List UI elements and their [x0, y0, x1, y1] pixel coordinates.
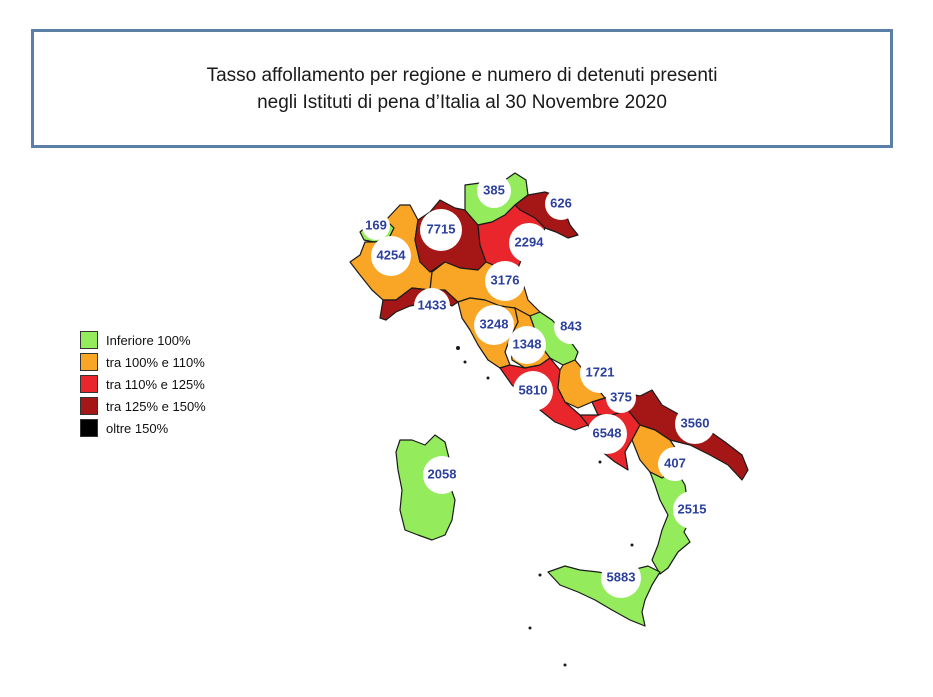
island-dot: [630, 543, 634, 547]
bubble-calabria: 2515: [673, 491, 711, 529]
bubble-umbria: 1348: [508, 326, 546, 364]
legend-label: Inferiore 100%: [106, 332, 191, 348]
bubble-value: 2294: [515, 234, 545, 249]
legend-label: tra 125% e 150%: [106, 398, 206, 414]
bubble-toscana: 3248: [474, 305, 514, 345]
bubble-value: 2515: [678, 501, 707, 516]
island-dot: [598, 460, 602, 464]
bubble-marche: 843: [554, 310, 588, 344]
bubble-value: 375: [610, 389, 632, 404]
island-dot: [486, 376, 490, 380]
bubble-sicilia: 5883: [601, 558, 641, 598]
bubble-value: 1721: [586, 364, 615, 379]
legend-swatch: [80, 397, 98, 415]
bubble-value: 1433: [418, 297, 447, 312]
bubble-lazio: 5810: [513, 371, 553, 411]
bubble-liguria: 1433: [414, 288, 450, 324]
bubble-sardegna: 2058: [423, 456, 461, 494]
legend-swatch: [80, 375, 98, 393]
bubble-emilia-romagna: 3176: [485, 261, 525, 301]
legend-label: oltre 150%: [106, 420, 169, 436]
island-dot: [463, 360, 467, 364]
bubble-trentino-alto-adige: 385: [477, 174, 511, 208]
bubble-value: 3176: [491, 272, 520, 287]
bubble-value: 5810: [519, 382, 548, 397]
bubble-value: 4254: [377, 247, 407, 262]
legend: Inferiore 100% tra 100% e 110% tra 110% …: [80, 329, 206, 439]
title-line-1: Tasso affollamento per regione e numero …: [206, 64, 718, 86]
bubble-friuli-venezia-giulia: 626: [545, 188, 577, 220]
bubble-puglia: 3560: [675, 404, 715, 444]
legend-swatch: [80, 331, 98, 349]
legend-swatch: [80, 353, 98, 371]
bubble-value: 626: [550, 195, 572, 210]
bubble-molise: 375: [606, 383, 636, 413]
bubble-lombardia: 7715: [420, 209, 462, 251]
legend-swatch: [80, 419, 98, 437]
bubble-value: 5883: [607, 569, 636, 584]
legend-item-100-110: tra 100% e 110%: [80, 351, 206, 373]
bubble-value: 169: [365, 217, 387, 232]
bubble-valle-d-aosta: 169: [362, 212, 390, 240]
legend-item-inferiore-100: Inferiore 100%: [80, 329, 206, 351]
bubble-value: 7715: [427, 221, 456, 236]
bubble-value: 407: [664, 455, 686, 470]
bubble-value: 3248: [480, 316, 509, 331]
legend-label: tra 110% e 125%: [106, 376, 205, 392]
legend-label: tra 100% e 110%: [106, 354, 205, 370]
bubble-campania: 6548: [587, 414, 627, 454]
island-dot: [528, 626, 532, 630]
island-dot: [563, 663, 567, 667]
bubble-value: 2058: [428, 466, 457, 481]
legend-item-110-125: tra 110% e 125%: [80, 373, 206, 395]
island-dot: [538, 573, 542, 577]
bubble-value: 1348: [513, 336, 542, 351]
legend-item-oltre-150: oltre 150%: [80, 417, 206, 439]
legend-item-125-150: tra 125% e 150%: [80, 395, 206, 417]
bubble-piemonte: 4254: [371, 236, 411, 276]
island-dot: [456, 346, 460, 350]
bubble-value: 6548: [593, 425, 622, 440]
bubble-veneto: 2294: [509, 223, 549, 263]
bubble-value: 385: [483, 182, 505, 197]
bubble-abruzzo: 1721: [580, 353, 620, 393]
title-box: Tasso affollamento per regione e numero …: [31, 29, 893, 148]
title-line-2: negli Istituti di pena d’Italia al 30 No…: [257, 91, 667, 113]
bubble-value: 3560: [681, 415, 710, 430]
bubble-value: 843: [560, 318, 582, 333]
bubble-basilicata: 407: [658, 447, 692, 481]
